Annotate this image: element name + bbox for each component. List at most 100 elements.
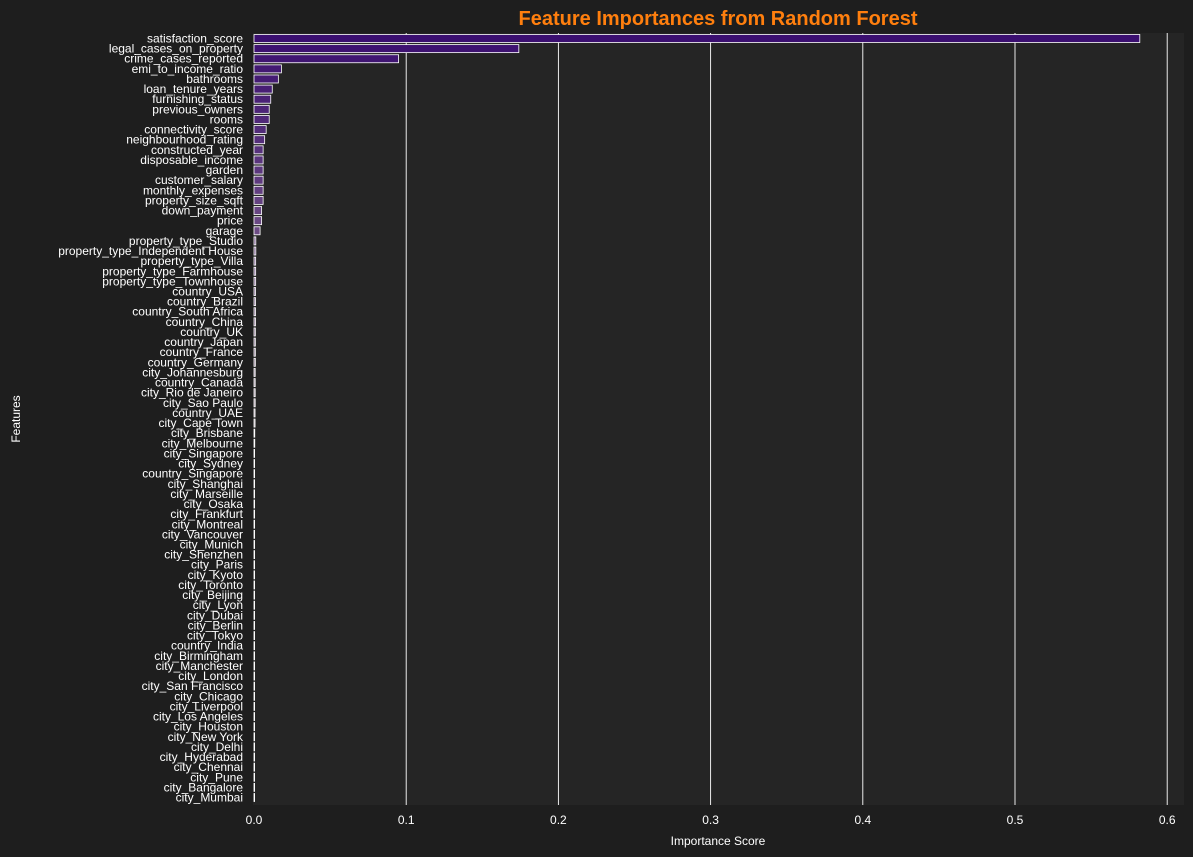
x-tick-label: 0.1 [398, 813, 415, 827]
category-label: city_Lyon [193, 598, 243, 612]
category-label: satisfaction_score [147, 32, 243, 46]
category-label: crime_cases_reported [124, 52, 243, 66]
category-label: emi_to_income_ratio [132, 62, 244, 76]
bar [253, 540, 256, 549]
bar [253, 145, 264, 155]
category-label: customer_salary [155, 173, 243, 187]
x-axis-label: Importance Score [671, 834, 766, 848]
bar [253, 84, 273, 94]
category-label: country_Brazil [167, 295, 243, 309]
bar [253, 378, 256, 387]
bar [253, 570, 256, 580]
bar [253, 398, 256, 408]
category-label: city_Cape Town [159, 416, 244, 430]
category-label: garden [206, 163, 243, 177]
bar [253, 459, 256, 468]
category-label: city_Rio de Janeiro [141, 386, 243, 400]
bar [253, 772, 256, 782]
category-label: city_Dubai [187, 608, 243, 622]
category-label: constructed_year [151, 143, 243, 157]
category-label: previous_owners [152, 102, 243, 116]
category-labels: satisfaction_scorelegal_cases_on_propert… [58, 32, 244, 805]
bar [253, 793, 256, 802]
bar [253, 722, 256, 732]
category-label: country_India [171, 639, 243, 653]
category-label: city_Hyderabad [160, 750, 243, 764]
bar [253, 226, 261, 236]
bar [253, 408, 256, 418]
category-label: country_USA [172, 285, 243, 299]
category-label: property_type_Townhouse [102, 274, 243, 288]
grid-lines [405, 33, 1168, 805]
bar [253, 54, 399, 64]
category-label: price [217, 214, 243, 228]
category-label: property_type_Farmhouse [102, 264, 243, 278]
bar [253, 428, 256, 438]
bar [253, 782, 256, 792]
bar [253, 519, 256, 529]
bar [253, 317, 256, 327]
category-label: city_Sao Paulo [163, 396, 243, 410]
category-label: loan_tenure_years [144, 82, 243, 96]
x-tick-label: 0.2 [550, 813, 567, 827]
category-label: city_Kyoto [188, 568, 244, 582]
category-label: city_New York [168, 730, 244, 744]
category-label: city_Bangalore [164, 780, 244, 794]
bar [253, 479, 256, 489]
bar [253, 418, 256, 428]
bar [253, 287, 256, 296]
category-label: city_Melbourne [162, 436, 244, 450]
bar [253, 752, 256, 762]
bar [253, 610, 256, 620]
category-label: city_Mumbai [176, 791, 243, 805]
category-label: property_type_Independent House [58, 244, 243, 258]
bar [253, 337, 256, 347]
bar [253, 691, 256, 701]
category-label: city_Sydney [178, 457, 243, 471]
bar [253, 256, 257, 266]
bar [253, 550, 256, 560]
category-label: neighbourhood_rating [126, 133, 243, 147]
bar [253, 216, 263, 226]
category-label: rooms [210, 112, 243, 126]
bar [253, 236, 257, 246]
bar [253, 712, 256, 721]
category-label: city_Shanghai [168, 477, 243, 491]
category-label: city_Osaka [184, 497, 244, 511]
x-tick-label: 0.5 [1007, 813, 1024, 827]
category-label: city_Chennai [174, 760, 243, 774]
x-tick-labels: 0.0 0.1 0.2 0.3 0.4 0.5 0.6 [246, 813, 1176, 827]
category-label: city_San Francisco [142, 679, 244, 693]
category-label: city_Beijing [182, 588, 243, 602]
category-label: furnishing_status [152, 92, 243, 106]
bar [253, 762, 256, 772]
bar [253, 742, 256, 752]
bar [253, 307, 256, 317]
category-label: country_France [160, 345, 244, 359]
bar [253, 125, 267, 134]
bar [253, 104, 270, 114]
category-label: country_Singapore [142, 467, 243, 481]
bar [253, 368, 256, 377]
bar [253, 651, 256, 661]
bar [253, 175, 264, 185]
category-label: city_Munich [180, 538, 243, 552]
bar [253, 347, 256, 357]
category-label: city_Toronto [178, 578, 243, 592]
category-label: country_UK [180, 325, 243, 339]
category-label: city_Tokyo [187, 629, 243, 643]
bar [253, 469, 256, 479]
category-label: connectivity_score [144, 123, 243, 137]
bar [253, 631, 256, 640]
category-label: city_Los Angeles [153, 710, 243, 724]
category-label: city_Delhi [191, 740, 243, 754]
category-label: city_Vancouver [162, 527, 243, 541]
bar [253, 266, 257, 276]
bar [253, 388, 256, 398]
category-label: city_Singapore [164, 446, 244, 460]
bar [253, 94, 272, 104]
category-label: city_Berlin [188, 618, 243, 632]
bar [253, 661, 256, 671]
